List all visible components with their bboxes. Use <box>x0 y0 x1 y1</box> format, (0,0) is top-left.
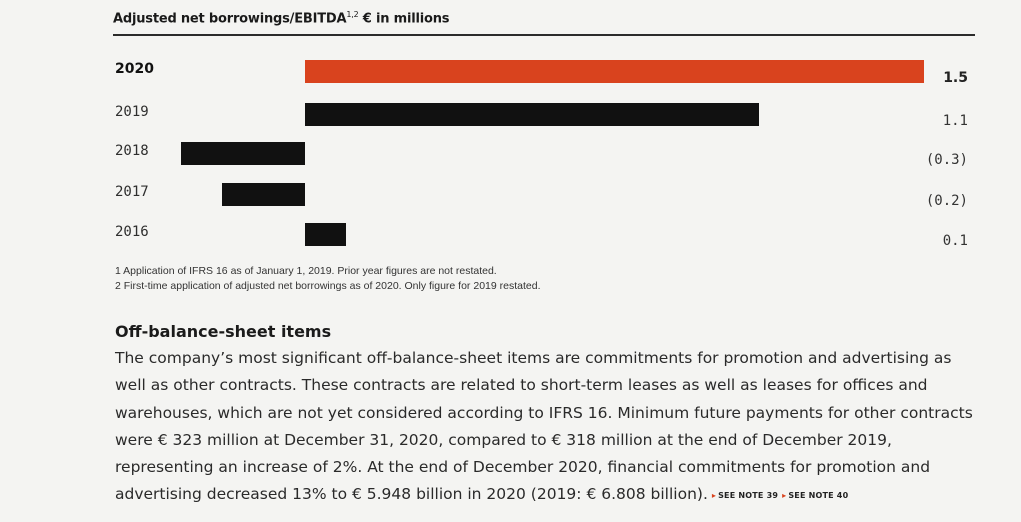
value-label-2018: (0.3) <box>925 152 968 168</box>
footnote-2: 2 First-time application of adjusted net… <box>115 280 541 292</box>
bar-2018 <box>181 142 305 165</box>
section-body: The company’s most significant off-balan… <box>115 345 975 510</box>
value-label-2016: 0.1 <box>942 233 968 249</box>
note-ref-39-label: SEE NOTE 39 <box>718 491 779 501</box>
year-label-2017: 2017 <box>115 184 149 200</box>
year-label-2020: 2020 <box>115 61 154 77</box>
bar-2019 <box>305 103 759 126</box>
chart-unit: € in millions <box>362 11 450 27</box>
year-label-2019: 2019 <box>115 104 149 120</box>
value-label-2020: 1.5 <box>943 70 968 86</box>
note-ref-40[interactable]: ▸ SEE NOTE 40 <box>778 491 848 500</box>
bar-2016 <box>305 223 347 246</box>
note-ref-39[interactable]: ▸ SEE NOTE 39 <box>708 491 778 500</box>
chart-title-text: Adjusted net borrowings/EBITDA <box>113 11 347 27</box>
arrow-right-icon: ▸ <box>711 491 717 501</box>
note-ref-40-label: SEE NOTE 40 <box>788 491 849 501</box>
chart-title-superscript: 1,2 <box>346 10 359 19</box>
value-label-2019: 1.1 <box>942 113 968 129</box>
bar-chart: 2020 1.5 2019 1.1 2018 (0.3) 2017 (0.2) 2016 0.1 <box>0 50 1021 260</box>
year-label-2016: 2016 <box>115 224 149 240</box>
value-label-2017: (0.2) <box>925 193 968 209</box>
bar-2020 <box>305 60 924 83</box>
section-heading: Off-balance-sheet items <box>115 322 332 341</box>
title-rule <box>113 34 975 36</box>
footnote-1: 1 Application of IFRS 16 as of January 1… <box>115 265 497 277</box>
year-label-2018: 2018 <box>115 143 149 159</box>
arrow-right-icon: ▸ <box>782 491 787 501</box>
bar-2017 <box>222 183 305 206</box>
chart-title: Adjusted net borrowings/EBITDA1,2 € in m… <box>113 10 450 27</box>
section-body-text: The company’s most significant off-balan… <box>115 349 973 504</box>
footnotes: 1 Application of IFRS 16 as of January 1… <box>115 264 540 294</box>
